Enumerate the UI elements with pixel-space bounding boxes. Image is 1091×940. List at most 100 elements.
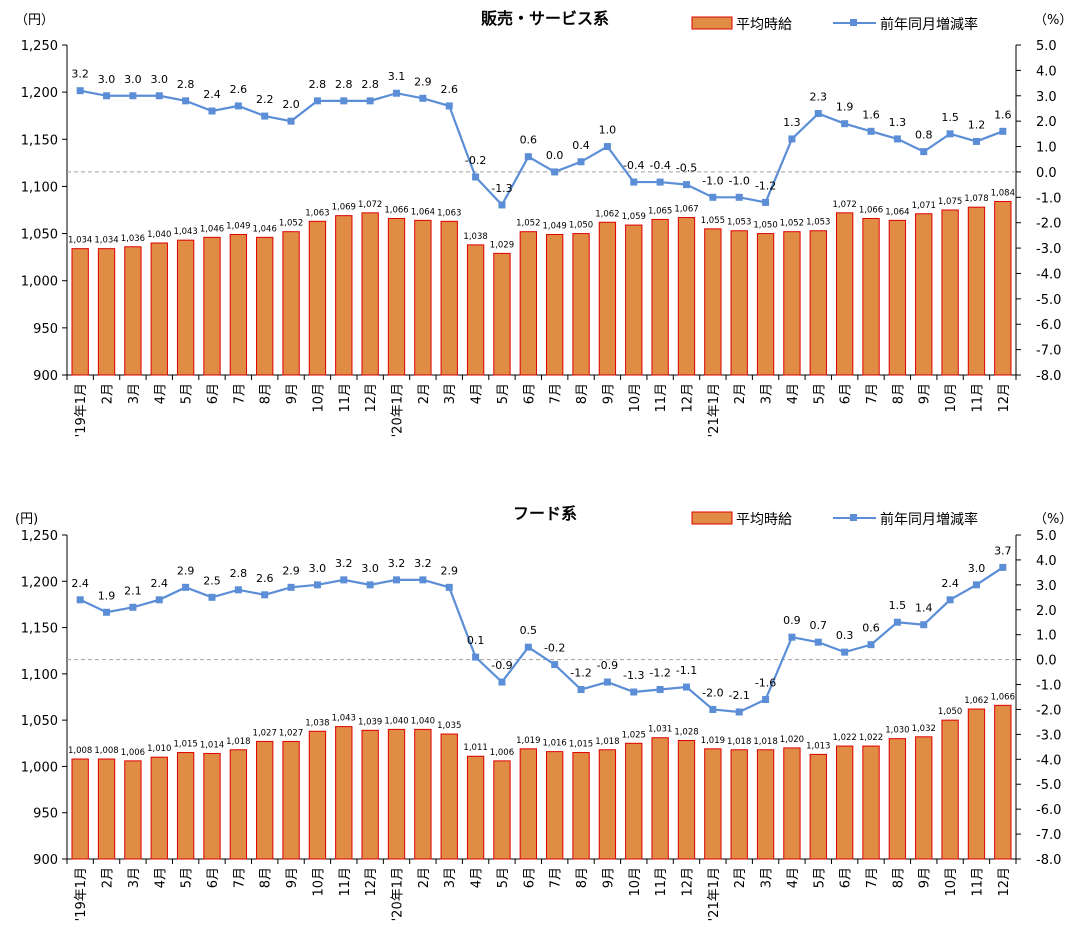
x-category-label: 5月	[496, 867, 511, 888]
line-data-label: 3.0	[151, 73, 169, 86]
x-category-label: 5月	[496, 383, 511, 404]
x-category-label: 11月	[654, 867, 669, 897]
line-data-label: -0.2	[465, 154, 486, 167]
line-point-marker	[551, 661, 559, 669]
bar-data-label: 1,022	[832, 733, 856, 743]
bar-mark	[915, 736, 933, 860]
bar-mark	[124, 246, 142, 376]
bar-mark	[704, 228, 722, 376]
bar-data-label: 1,053	[806, 218, 830, 228]
line-data-label: -1.1	[676, 664, 697, 677]
bar-data-label: 1,055	[701, 216, 725, 226]
line-data-label: 2.9	[440, 564, 458, 577]
x-category-label: 2月	[417, 383, 432, 404]
x-category-label: 4月	[153, 867, 168, 888]
bar-mark	[888, 219, 907, 376]
bar-mark	[414, 728, 432, 860]
line-data-label: 3.7	[994, 544, 1012, 557]
line-data-label: 3.0	[968, 562, 986, 575]
bar-mark	[361, 212, 379, 376]
left-axis-unit: (円)	[15, 512, 38, 527]
right-tick-label: -8.0	[1036, 369, 1061, 384]
bar-data-label: 1,006	[490, 748, 514, 758]
x-category-label: 7月	[549, 867, 564, 888]
x-category-label: '20年1月	[391, 383, 406, 437]
bar-data-label: 1,059	[622, 212, 646, 222]
bar-data-label: 1,072	[832, 200, 856, 210]
bar-mark	[97, 248, 116, 376]
x-category-label: 8月	[259, 867, 274, 888]
x-category-label: '20年1月	[391, 867, 406, 921]
line-data-label: -0.5	[676, 162, 697, 175]
bar-data-label: 1,062	[595, 209, 619, 219]
right-tick-label: 1.0	[1036, 629, 1057, 644]
right-tick-label: -6.0	[1036, 803, 1061, 818]
line-data-label: 1.4	[915, 602, 933, 615]
line-data-label: 2.9	[414, 75, 432, 88]
bar-data-label: 1,084	[991, 189, 1015, 199]
bar-mark	[572, 752, 590, 860]
line-data-label: 2.9	[177, 564, 195, 577]
line-point-marker	[182, 583, 190, 591]
right-tick-label: 2.0	[1036, 604, 1057, 619]
x-category-label: 12月	[680, 867, 695, 897]
x-category-label: 7月	[865, 383, 880, 404]
bar-data-label: 1,075	[938, 197, 962, 207]
right-tick-label: 3.0	[1036, 579, 1057, 594]
right-tick-label: -3.0	[1036, 728, 1061, 743]
bar-data-label: 1,018	[226, 737, 250, 747]
x-category-label: 12月	[680, 383, 695, 413]
bar-data-label: 1,011	[463, 743, 487, 753]
line-point-marker	[313, 97, 321, 105]
bar-mark	[730, 749, 748, 860]
bar-data-label: 1,006	[121, 748, 145, 758]
right-tick-label: 4.0	[1036, 64, 1057, 79]
left-tick-label: 1,100	[21, 668, 58, 683]
bar-data-label: 1,046	[253, 224, 277, 234]
bar-mark	[862, 745, 880, 860]
bar-data-label: 1,025	[622, 730, 646, 740]
bar-data-label: 1,064	[411, 207, 435, 217]
line-data-label: 0.4	[572, 139, 590, 152]
line-series-path	[79, 89, 1004, 207]
bar-mark	[809, 753, 827, 860]
line-point-marker	[762, 695, 770, 703]
line-data-label: 2.1	[124, 584, 142, 597]
chart-title: フード系	[513, 504, 577, 523]
bar-data-label: 1,039	[358, 717, 382, 727]
x-category-label: 11月	[338, 383, 353, 413]
bar-mark	[783, 747, 801, 860]
line-point-marker	[551, 168, 559, 176]
x-category-label: '19年1月	[74, 383, 89, 437]
x-category-label: 2月	[733, 867, 748, 888]
bar-data-label: 1,008	[68, 746, 92, 756]
legend-line-label: 前年同月増減率	[880, 511, 978, 528]
bar-data-label: 1,010	[147, 744, 171, 754]
line-data-label: 2.4	[941, 577, 959, 590]
line-data-label: 0.3	[836, 629, 854, 642]
line-data-label: 1.9	[836, 101, 854, 114]
bar-mark	[598, 221, 617, 376]
line-data-label: 0.7	[810, 619, 828, 632]
line-data-label: -0.9	[491, 659, 512, 672]
x-category-label: 5月	[812, 867, 827, 888]
line-data-label: 1.2	[968, 118, 986, 131]
line-data-label: -2.1	[728, 689, 749, 702]
line-data-label: 2.6	[230, 83, 248, 96]
left-tick-label: 900	[33, 853, 58, 868]
line-point-marker	[920, 148, 928, 156]
x-category-label: 3月	[760, 867, 775, 888]
x-category-label: 5月	[812, 383, 827, 404]
bar-mark	[915, 213, 933, 376]
bar-mark	[651, 218, 669, 376]
right-tick-label: 0.0	[1036, 654, 1057, 669]
bar-mark	[203, 236, 221, 376]
bar-data-label: 1,066	[991, 692, 1015, 702]
bar-data-label: 1,020	[780, 735, 804, 745]
left-tick-label: 1,200	[21, 575, 58, 590]
line-point-marker	[155, 92, 163, 100]
line-series-path	[79, 566, 1004, 714]
line-point-marker	[129, 92, 137, 100]
line-point-marker	[129, 603, 137, 611]
bar-data-label: 1,027	[279, 728, 303, 738]
